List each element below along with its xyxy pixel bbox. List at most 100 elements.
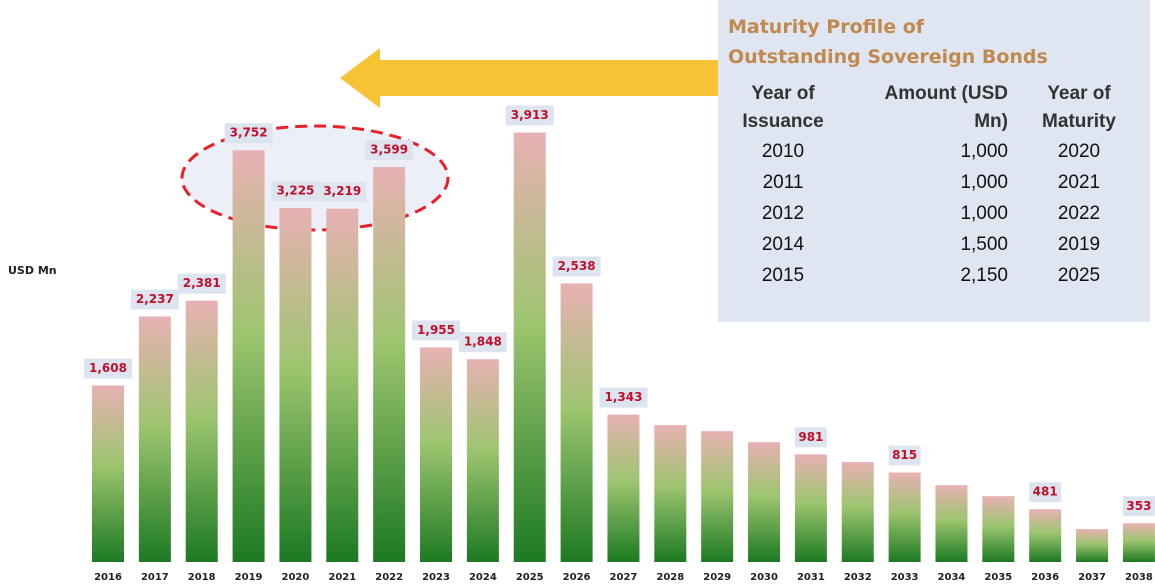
x-tick-label: 2037 — [1078, 572, 1106, 583]
cell: 2014 — [761, 234, 805, 255]
value-label: 2,381 — [183, 276, 221, 290]
value-label: 1,343 — [604, 390, 642, 404]
bar — [420, 347, 453, 562]
cell: 1,000 — [960, 141, 1008, 162]
bar — [185, 300, 218, 562]
cell: 1,000 — [960, 172, 1008, 193]
cell: 1,500 — [960, 234, 1008, 255]
cell: 2021 — [1057, 172, 1101, 193]
header: Year of Issuance — [742, 83, 824, 132]
x-tick-label: 2023 — [422, 572, 450, 583]
table: Year of Issuance Amount (USD Mn) Year of… — [718, 80, 1150, 291]
x-tick-label: 2018 — [188, 572, 216, 583]
x-tick-label: 2022 — [375, 572, 403, 583]
bar — [138, 316, 171, 562]
value-label: 481 — [1033, 485, 1058, 499]
cell: 2,150 — [960, 265, 1008, 286]
x-tick-label: 2030 — [750, 572, 778, 583]
bar — [326, 208, 359, 562]
bar — [701, 431, 734, 562]
x-tick-label: 2025 — [516, 572, 544, 583]
value-label: 3,913 — [511, 108, 549, 122]
value-label: 981 — [798, 430, 823, 444]
value-label-box — [224, 123, 273, 144]
table-title: Maturity Profile of Outstanding Sovereig… — [728, 16, 1048, 68]
x-tick-label: 2036 — [1031, 572, 1059, 583]
value-label-box — [365, 140, 414, 161]
x-tick-label: 2024 — [469, 572, 497, 583]
bar — [841, 462, 874, 562]
value-label-box — [318, 181, 367, 202]
bar — [935, 485, 968, 562]
value-label-box — [458, 332, 507, 353]
value-label-box — [271, 181, 320, 202]
x-tick-label: 2027 — [610, 572, 638, 583]
value-label: 815 — [892, 448, 917, 462]
x-tick-label: 2033 — [891, 572, 919, 583]
value-label-box — [552, 256, 601, 277]
x-tick-label: 2032 — [844, 572, 872, 583]
value-label: 2,538 — [558, 259, 596, 273]
cell: 2010 — [761, 141, 805, 162]
value-label: 1,608 — [89, 361, 127, 375]
bar — [888, 472, 921, 562]
value-label: 1,848 — [464, 335, 502, 349]
bar — [982, 496, 1015, 562]
value-label-box — [1122, 496, 1155, 517]
bar — [654, 425, 687, 562]
cell: 2022 — [1057, 203, 1101, 224]
value-label: 353 — [1126, 499, 1151, 513]
header: Amount (USD Mn) — [884, 83, 1008, 132]
cell: 2019 — [1057, 234, 1101, 255]
bar — [748, 442, 781, 562]
value-label: 2,237 — [136, 292, 174, 306]
bar — [373, 167, 406, 562]
y-axis-label: USD Mn — [8, 264, 57, 277]
value-label-box — [599, 387, 648, 408]
x-tick-label: 2038 — [1125, 572, 1153, 583]
cell: 2011 — [762, 172, 804, 193]
bar — [92, 385, 124, 562]
x-tick-label: 2021 — [328, 572, 356, 583]
cell: 2025 — [1057, 265, 1101, 286]
bar — [607, 414, 640, 562]
header: Year of Maturity — [1042, 83, 1116, 132]
cell: 2015 — [761, 265, 805, 286]
value-label-box — [888, 445, 921, 466]
value-label-box — [177, 273, 226, 294]
bar — [1076, 529, 1109, 562]
cell: 1,000 — [960, 203, 1008, 224]
maturity-table: Maturity Profile of Outstanding Sovereig… — [718, 0, 1150, 322]
x-tick-label: 2029 — [703, 572, 731, 583]
x-tick-label: 2019 — [235, 572, 263, 583]
value-label-box — [130, 289, 179, 310]
bar — [513, 132, 546, 562]
x-tick-label: 2028 — [656, 572, 684, 583]
value-label: 3,752 — [230, 126, 268, 140]
cell: 2012 — [761, 203, 805, 224]
x-tick-label: 2020 — [282, 572, 310, 583]
value-label-box — [412, 320, 461, 341]
bar — [279, 208, 312, 562]
bar — [560, 283, 593, 562]
value-label-box — [84, 358, 132, 379]
x-tick-label: 2017 — [141, 572, 169, 583]
x-tick-label: 2016 — [94, 572, 122, 583]
value-label: 3,225 — [276, 184, 314, 198]
value-label-box — [794, 427, 827, 448]
value-label-box — [505, 105, 554, 126]
bar — [466, 359, 499, 562]
value-label-box — [1029, 482, 1062, 503]
bar — [1122, 523, 1155, 562]
x-tick-label: 2031 — [797, 572, 825, 583]
arrow — [340, 48, 718, 108]
cell: 2020 — [1057, 141, 1101, 162]
bar — [1029, 509, 1062, 562]
x-tick-label: 2026 — [563, 572, 591, 583]
x-tick-label: 2035 — [984, 572, 1012, 583]
bar — [794, 454, 827, 562]
x-tick-label: 2034 — [938, 572, 966, 583]
bar — [232, 150, 265, 562]
